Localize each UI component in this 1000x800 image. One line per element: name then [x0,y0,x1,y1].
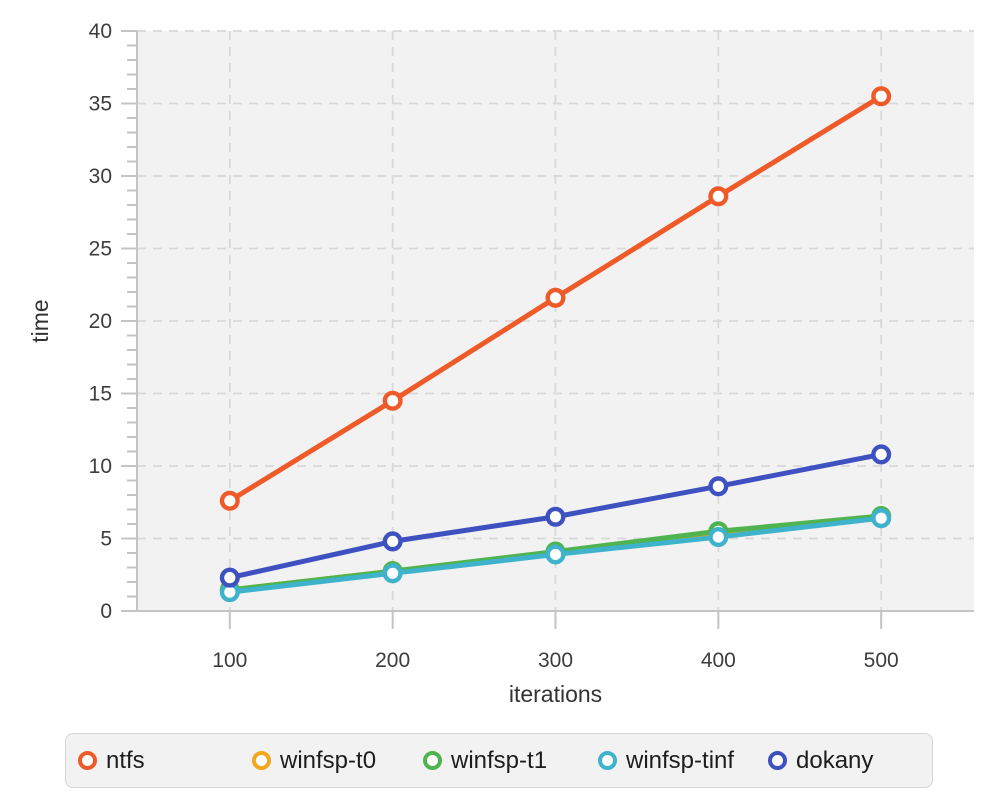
legend-marker-icon [423,751,442,770]
legend-marker-icon [252,751,271,770]
chart-canvas: 0 5 10 15 20 25 30 35 40 100 200 300 400 500 time itera… [27,20,974,707]
data-point-winfsp-tinf-200 [382,563,403,584]
legend-item-dokany: dokany [768,747,873,775]
y-tick-label: 15 [89,383,112,406]
data-point-ntfs-300 [545,287,566,308]
y-tick-label: 40 [89,20,112,43]
legend-item-winfsp-t1: winfsp-t1 [423,747,598,775]
legend-item-ntfs: ntfs [78,747,252,775]
y-tick-label: 20 [89,310,112,333]
data-point-ntfs-200 [382,390,403,411]
y-tick-label: 35 [89,93,112,116]
x-tick-label: 500 [864,649,899,672]
legend-item-label: dokany [796,746,874,774]
legend-item-winfsp-t0: winfsp-t0 [252,747,423,775]
legend-item-winfsp-tinf: winfsp-tinf [598,747,768,775]
data-point-winfsp-tinf-300 [545,544,566,565]
legend-item-label: ntfs [106,746,145,774]
data-point-dokany-100 [219,567,240,588]
legend-marker-icon [78,751,97,770]
legend-item-label: winfsp-t0 [280,746,377,774]
y-tick-label: 5 [100,528,112,551]
y-tick-label: 0 [100,600,112,623]
legend-marker-icon [598,751,617,770]
x-tick-label: 300 [538,649,573,672]
legend-item-label: winfsp-t1 [451,746,548,774]
legend-marker-icon [768,751,787,770]
data-point-winfsp-tinf-400 [708,527,729,548]
y-tick-label: 30 [89,165,112,188]
x-tick-label: 100 [212,649,247,672]
y-axis-label: time [27,299,53,342]
x-tick-label: 400 [701,649,736,672]
data-point-dokany-500 [871,444,892,465]
legend-item-label: winfsp-tinf [626,746,735,774]
data-point-ntfs-400 [708,186,729,207]
y-tick-label: 10 [89,455,112,478]
x-axis-label: iterations [509,681,602,707]
data-point-winfsp-tinf-500 [871,508,892,529]
data-point-dokany-200 [382,531,403,552]
legend: ntfs winfsp-t0 winfsp-t1 winfsp-tinf dokany [65,733,933,788]
x-tick-label: 200 [375,649,410,672]
data-point-dokany-300 [545,506,566,527]
y-tick-label: 25 [89,238,112,261]
data-point-ntfs-100 [219,490,240,511]
data-point-dokany-400 [708,476,729,497]
data-point-ntfs-500 [871,86,892,107]
